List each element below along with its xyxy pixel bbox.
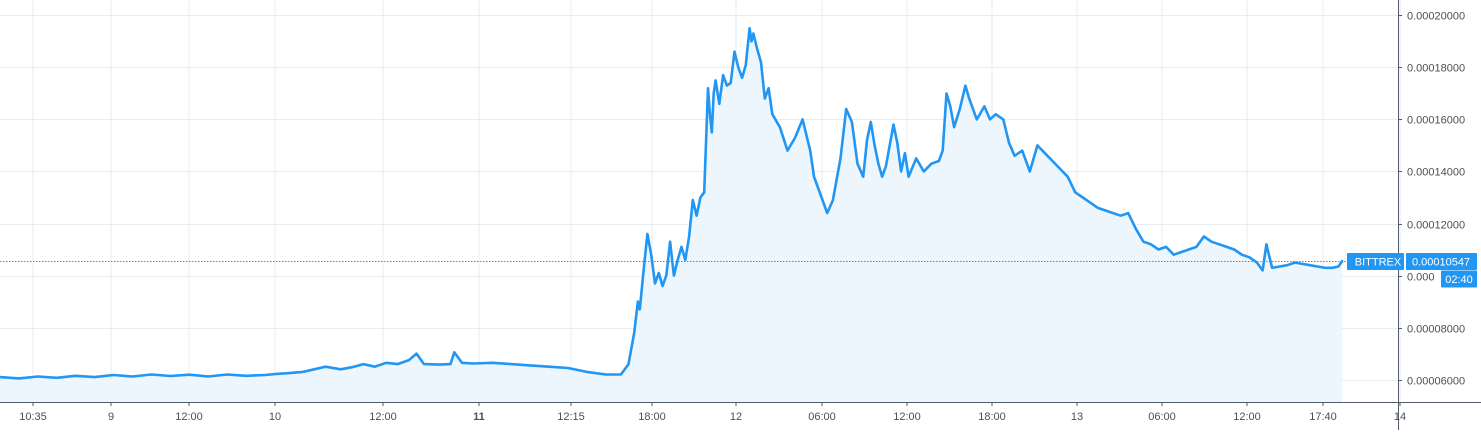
x-tick-label: 14: [1394, 411, 1406, 423]
x-tick-label: 9: [108, 411, 114, 423]
x-tick-label: 10: [269, 411, 281, 423]
y-tick-label: 0.00012000: [1407, 220, 1465, 232]
x-tick-label: 17:40: [1309, 411, 1337, 423]
x-tick-label: 12: [730, 411, 742, 423]
last-price-label-bg: [1406, 253, 1477, 270]
x-tick-label: 13: [1071, 411, 1083, 423]
price-area-layer: [0, 28, 1343, 403]
x-tick-label: 12:15: [557, 411, 585, 423]
x-tick-label: 18:00: [638, 411, 666, 423]
exchange-label-bg: [1347, 253, 1404, 270]
x-axis-ticks: 10:35 9 12:00 10 12:00 11 12:15 18:00 12 06:00 12:…: [19, 402, 1406, 423]
price-area-fill: [0, 28, 1343, 403]
exchange-label-text: BITTREX: [1355, 257, 1402, 269]
y-tick-label: 0.00020000: [1407, 11, 1465, 23]
price-line-layer: [0, 27, 1344, 380]
y-tick-label: 0.00008000: [1407, 324, 1465, 336]
y-tick-label: 0.00016000: [1407, 115, 1465, 127]
y-tick-label: 0.00014000: [1407, 167, 1465, 179]
x-tick-label: 06:00: [1148, 411, 1176, 423]
x-tick-label: 06:00: [808, 411, 836, 423]
countdown-label-bg: [1441, 270, 1477, 288]
y-tick-label: 0.00018000: [1407, 63, 1465, 75]
x-tick-label: 12:00: [893, 411, 921, 423]
x-tick-label: 10:35: [19, 411, 47, 423]
last-price-label-text: 0.00010547: [1412, 257, 1470, 269]
x-tick-label: 12:00: [1233, 411, 1261, 423]
last-price-labels: BITTREX 0.00010547 02:40: [1347, 253, 1477, 288]
y-tick-label: 0.000: [1407, 272, 1435, 284]
countdown-label-text: 02:40: [1445, 274, 1473, 286]
countdown-label: 02:40: [1441, 270, 1477, 288]
x-tick-label: 12:00: [175, 411, 203, 423]
price-line[interactable]: [0, 27, 1344, 380]
exchange-label: BITTREX: [1347, 253, 1404, 270]
x-tick-label: 18:00: [978, 411, 1006, 423]
last-price-label: 0.00010547: [1406, 253, 1477, 270]
x-tick-label: 11: [473, 411, 485, 423]
y-axis-ticks: 0.00006000 0.00008000 0.000 0.00012000 0.000…: [1398, 11, 1465, 388]
x-tick-label: 12:00: [369, 411, 397, 423]
y-tick-label: 0.00006000: [1407, 376, 1465, 388]
